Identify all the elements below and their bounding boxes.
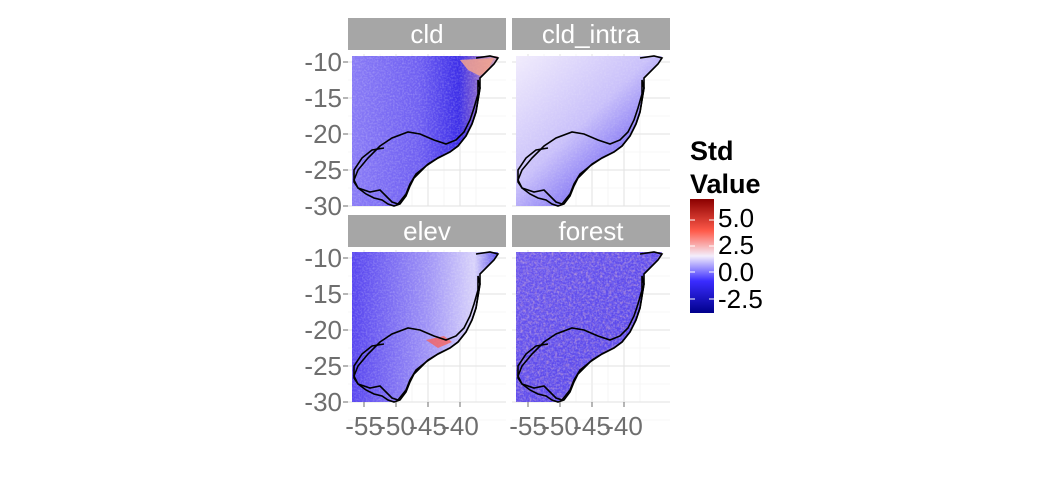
y-tick-label: -25 bbox=[304, 351, 342, 381]
y-tick-label: -15 bbox=[304, 83, 342, 113]
facet-strip bbox=[512, 18, 670, 50]
map-panel bbox=[512, 54, 670, 225]
y-tick-label: -10 bbox=[304, 243, 342, 273]
y-tick-label: -30 bbox=[304, 387, 342, 417]
facet-strip bbox=[348, 215, 506, 247]
x-tick-label: -45 bbox=[409, 411, 447, 441]
legend-title-line2: Value bbox=[690, 169, 761, 199]
y-tick-label: -30 bbox=[304, 191, 342, 221]
facet-strip bbox=[348, 18, 506, 50]
x-tick-label: -55 bbox=[509, 411, 547, 441]
legend-label-0: 0.0 bbox=[718, 257, 754, 287]
x-tick-label: -40 bbox=[441, 411, 479, 441]
facet-strip-label: elev bbox=[403, 216, 451, 246]
legend-ticks bbox=[690, 219, 714, 300]
region-outline bbox=[517, 79, 645, 205]
y-tick-label: -25 bbox=[304, 155, 342, 185]
y-tick-label: -20 bbox=[304, 315, 342, 345]
region-outline bbox=[517, 275, 645, 401]
region-outline bbox=[353, 79, 481, 205]
map-panel bbox=[348, 54, 506, 225]
x-tick-label: -50 bbox=[541, 411, 579, 441]
x-tick-label: -55 bbox=[345, 411, 383, 441]
y-tick-label: -20 bbox=[304, 119, 342, 149]
legend-title-line1: Std bbox=[690, 136, 734, 166]
y-tick-label: -15 bbox=[304, 279, 342, 309]
map-panel bbox=[512, 250, 670, 421]
legend-label-minus-2-5: -2.5 bbox=[718, 284, 763, 314]
facet-cld: cld -10 -15 -20 -25 -30 bbox=[304, 18, 506, 225]
facet-strip-label: cld bbox=[410, 19, 443, 49]
facet-strip bbox=[512, 215, 670, 247]
legend: Std Value 5.0 2.5 0.0 -2.5 bbox=[690, 136, 763, 314]
legend-label-2-5: 2.5 bbox=[718, 230, 754, 260]
facet-elev: elev -10 -15 -20 -25 -30-55-50-45-40 bbox=[304, 215, 506, 441]
y-tick-label: -10 bbox=[304, 47, 342, 77]
legend-label-5: 5.0 bbox=[718, 203, 754, 233]
region-outline bbox=[353, 275, 481, 401]
facet-strip-label: forest bbox=[558, 216, 624, 246]
x-tick-label: -45 bbox=[573, 411, 611, 441]
legend-colorbar bbox=[690, 199, 714, 313]
x-tick-label: -50 bbox=[377, 411, 415, 441]
facet-strip-label: cld_intra bbox=[542, 19, 641, 49]
map-panel bbox=[348, 250, 506, 421]
facet-cld-intra: cld_intra bbox=[512, 18, 670, 225]
facet-forest: forest -55-50-45-40 bbox=[509, 215, 670, 441]
x-tick-label: -40 bbox=[605, 411, 643, 441]
